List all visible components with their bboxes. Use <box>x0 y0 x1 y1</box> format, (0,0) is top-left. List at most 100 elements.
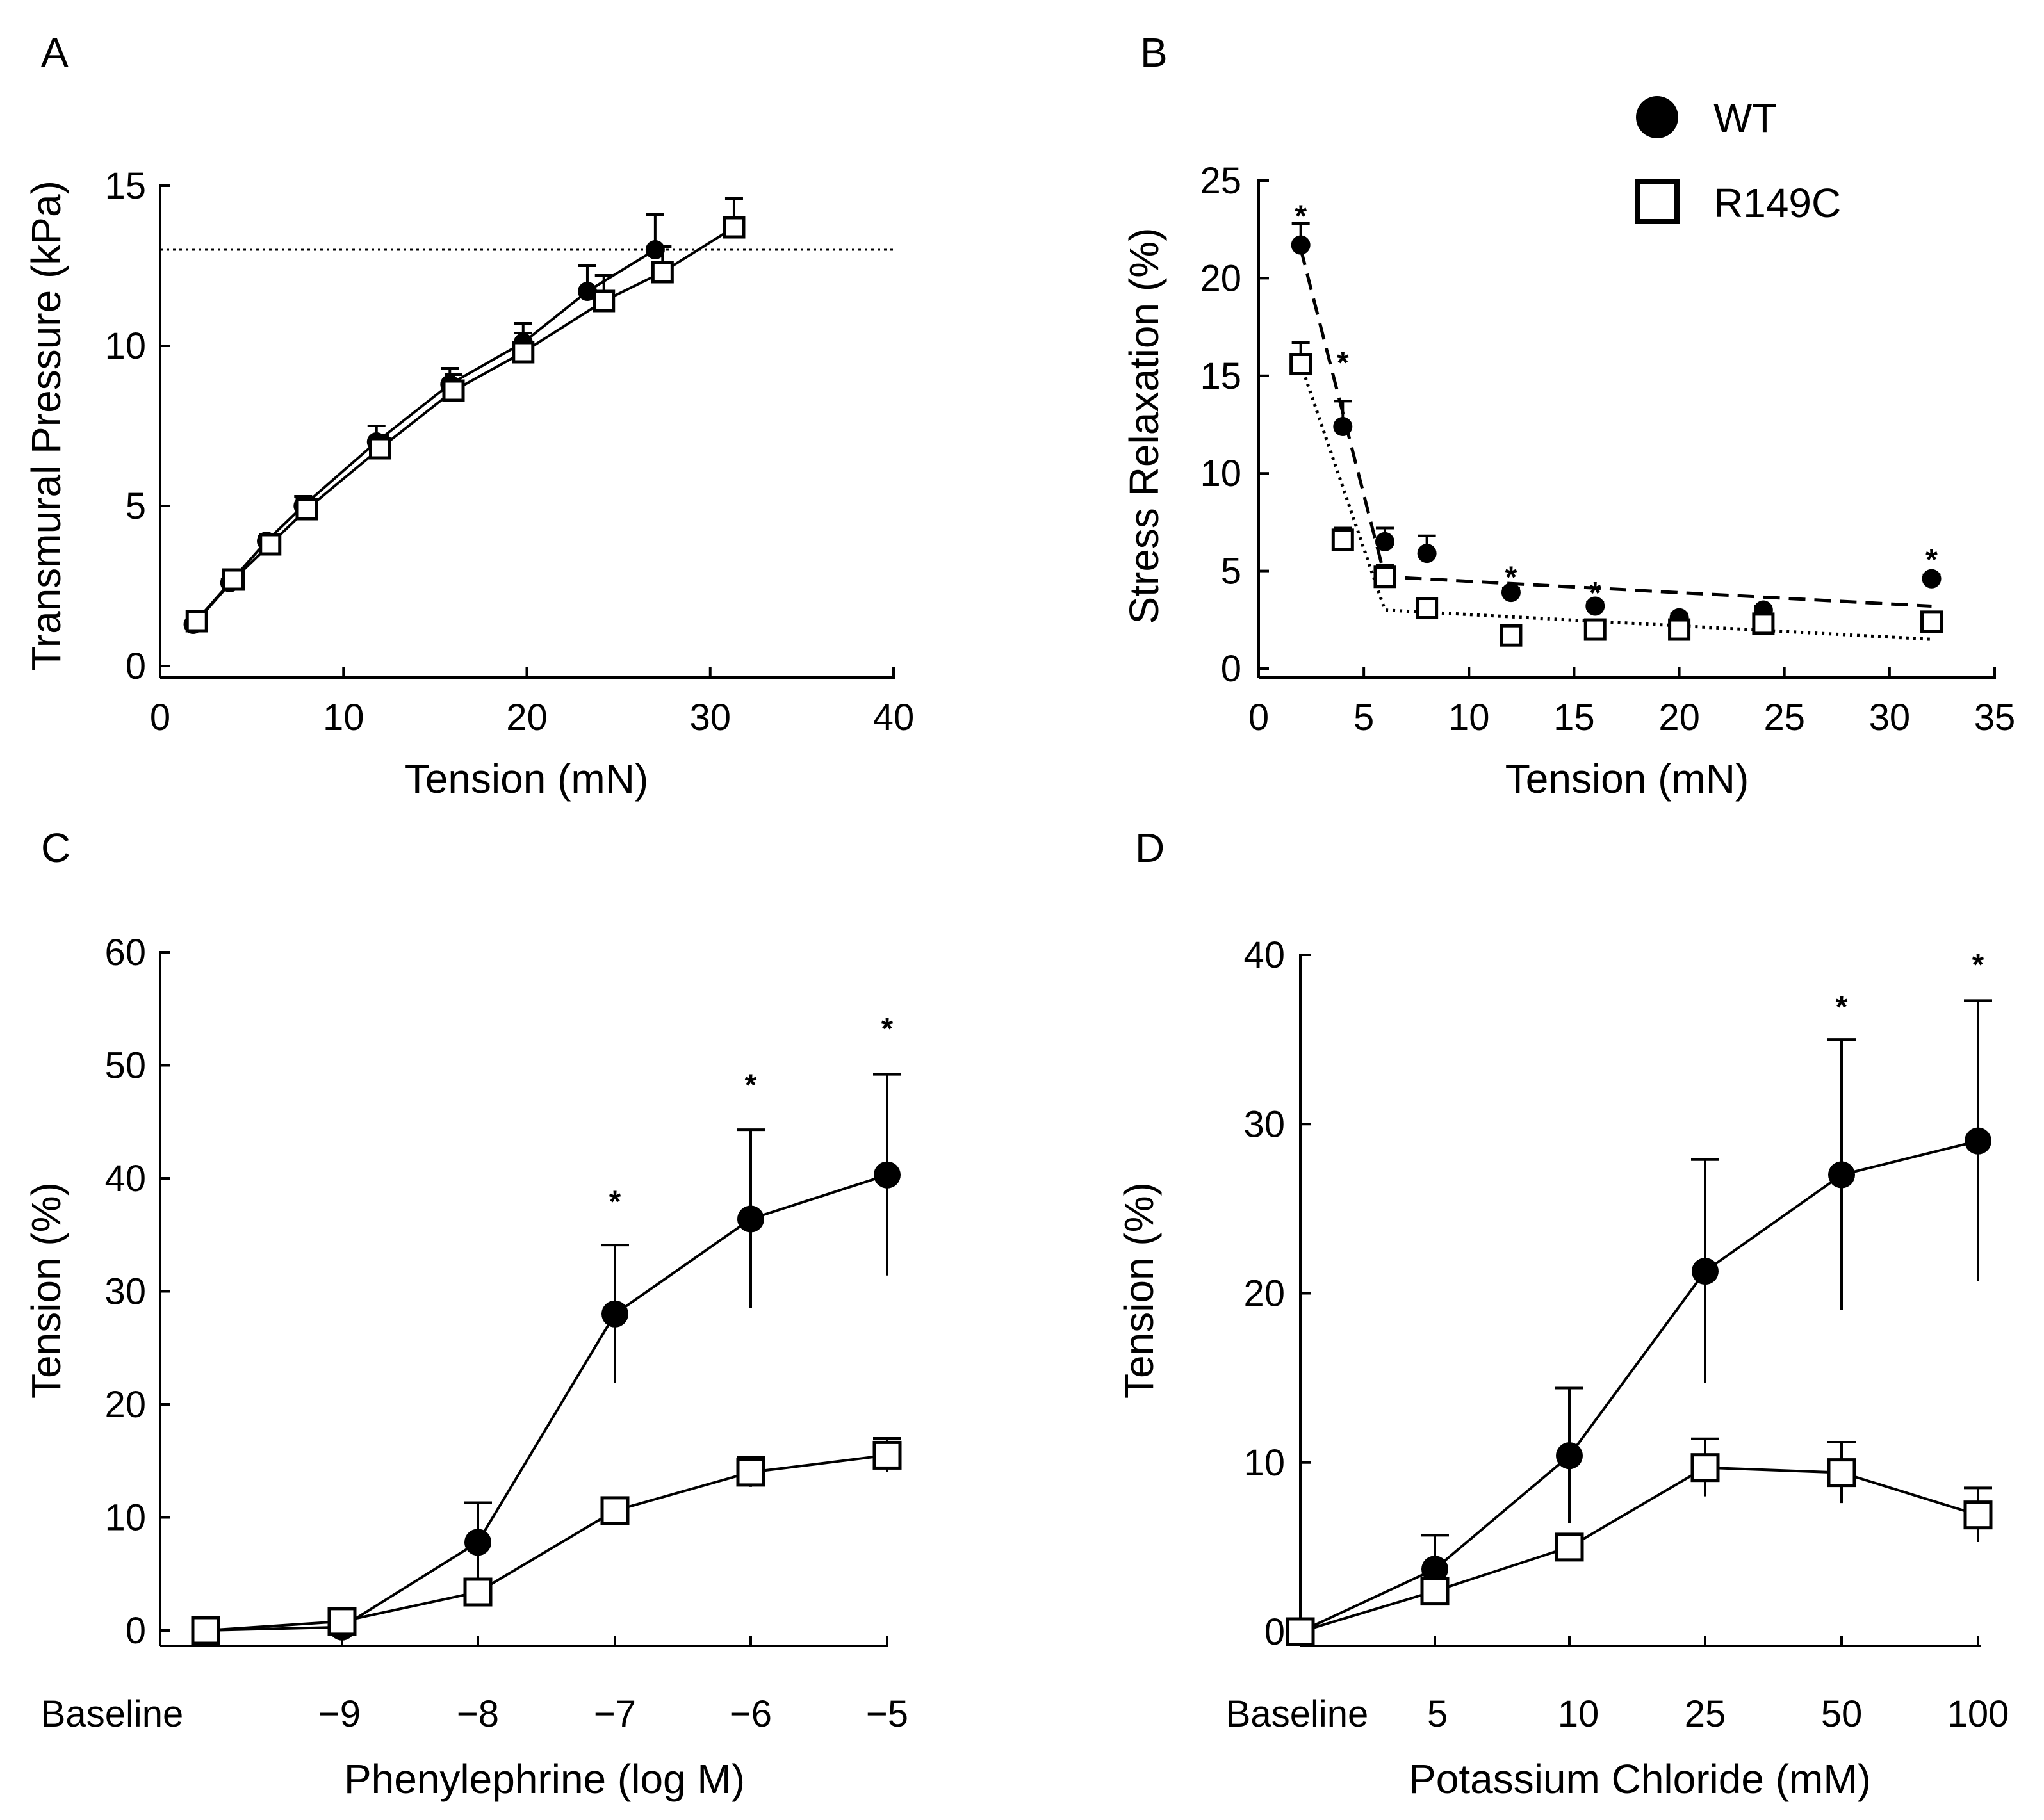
y-tick-label: 40 <box>104 1158 146 1199</box>
y-tick-label: 5 <box>126 485 146 527</box>
data-point-r149c <box>1668 618 1691 641</box>
data-point-r149c <box>1420 1577 1450 1606</box>
x-tick-label: 35 <box>1974 697 2016 738</box>
data-point-r149c <box>872 1440 902 1470</box>
x-axis-title: Phenylephrine (log M) <box>344 1756 745 1802</box>
x-tick-label: 30 <box>689 697 731 738</box>
y-tick-label: 25 <box>1200 160 1241 202</box>
data-point-r149c <box>1373 565 1396 589</box>
data-point-wt <box>1421 1556 1448 1583</box>
data-point-r149c <box>1289 353 1312 376</box>
x-tick-label: −9 <box>318 1693 361 1735</box>
data-point-wt <box>874 1161 901 1189</box>
data-point-r149c <box>1752 612 1775 635</box>
series-line-r149c <box>195 226 735 622</box>
x-tick-label: 20 <box>1658 697 1700 738</box>
data-point-wt <box>1585 596 1605 616</box>
y-tick-label: 0 <box>1221 648 1241 690</box>
fit-line-wt <box>1299 248 1932 608</box>
data-point-wt <box>1291 235 1311 255</box>
y-tick-label: 20 <box>104 1384 146 1426</box>
x-axis-title: Tension (mN) <box>1505 756 1749 802</box>
significance-marker: * <box>1972 948 1984 982</box>
data-point-r149c <box>442 379 465 402</box>
y-tick-label: 20 <box>1200 257 1241 299</box>
series-line-r149c <box>205 1454 888 1632</box>
y-tick-label: 50 <box>104 1045 146 1087</box>
legend-wt-label: WT <box>1713 95 1778 141</box>
data-point-wt <box>464 1529 491 1556</box>
x-tick-label: 0 <box>1248 697 1269 738</box>
series-line-r149c <box>1300 1466 1979 1633</box>
panel-letter-d: D <box>1135 825 1165 871</box>
y-tick-label: 40 <box>1243 934 1285 976</box>
data-point-wt <box>1501 583 1521 603</box>
series-line-wt <box>205 1173 888 1632</box>
data-point-r149c <box>512 341 535 364</box>
data-point-r149c <box>600 1496 630 1525</box>
x-tick-label: 40 <box>873 697 915 738</box>
panel-b-chart: 0 5 10 15 20 25 0 5 10 15 20 25 30 35 Tension (mN) Stre… <box>1121 160 2015 802</box>
legend-wt-marker <box>1636 96 1678 138</box>
x-tick-label: 5 <box>1353 697 1374 738</box>
x-tick-label: 5 <box>1427 1693 1448 1735</box>
data-point-r149c <box>1555 1532 1584 1562</box>
x-tick-label: −6 <box>730 1693 772 1735</box>
legend: WT R149C <box>1635 95 1841 226</box>
panel-letter-a: A <box>41 29 69 76</box>
y-tick-label: 5 <box>1221 551 1241 592</box>
data-point-r149c <box>1920 610 1943 633</box>
significance-marker: * <box>1337 346 1349 380</box>
significance-marker: * <box>881 1012 894 1046</box>
data-point-wt <box>1922 569 1942 589</box>
data-point-wt <box>577 282 597 301</box>
x-tick-label: 30 <box>1869 697 1911 738</box>
significance-marker: * <box>1295 200 1307 234</box>
data-point-r149c <box>1416 597 1439 620</box>
x-axis-title: Potassium Chloride (mM) <box>1409 1756 1871 1802</box>
x-tick-label: 100 <box>1947 1693 2009 1735</box>
x-tick-label: 25 <box>1763 697 1805 738</box>
y-tick-label: 0 <box>1264 1611 1285 1653</box>
y-tick-label: 10 <box>104 325 146 367</box>
x-tick-label: Baseline <box>41 1693 183 1735</box>
y-tick-label: 60 <box>104 932 146 973</box>
x-tick-label: −7 <box>594 1693 636 1735</box>
x-tick-label: 10 <box>323 697 364 738</box>
panel-d-chart: 0 10 20 30 40 Baseline 5 10 25 50 100 Potassium Chl… <box>1116 934 2009 1802</box>
x-tick-label: 15 <box>1553 697 1595 738</box>
significance-marker: * <box>1589 576 1601 610</box>
data-point-wt <box>645 240 665 259</box>
y-axis-title: Tension (%) <box>1116 1182 1162 1399</box>
data-point-wt <box>1333 417 1353 437</box>
x-tick-label: 10 <box>1558 1693 1599 1735</box>
x-tick-label: 50 <box>1821 1693 1863 1735</box>
data-point-r149c <box>185 610 208 633</box>
data-point-r149c <box>1500 624 1523 647</box>
significance-marker: * <box>745 1069 757 1103</box>
data-point-wt <box>1692 1258 1719 1285</box>
panel-letter-b: B <box>1140 29 1168 76</box>
x-tick-label: 25 <box>1685 1693 1726 1735</box>
panel-a-chart: 0 5 10 15 0 10 20 30 40 Tension (mN) Transmural Pr… <box>23 165 914 802</box>
significance-marker: * <box>1505 561 1517 595</box>
panel-c-chart: 0 10 20 30 40 50 60 Baseline −9 −8 −7 −6 −5 Phenyleph… <box>23 932 908 1802</box>
y-tick-label: 10 <box>104 1497 146 1539</box>
y-tick-label: 10 <box>1243 1442 1285 1484</box>
data-point-wt <box>1828 1161 1855 1189</box>
x-tick-label: −5 <box>866 1693 908 1735</box>
data-point-r149c <box>222 568 245 591</box>
legend-r149c-label: R149C <box>1713 180 1841 226</box>
data-point-wt <box>1417 544 1437 564</box>
y-tick-label: 30 <box>1243 1103 1285 1145</box>
panel-letter-c: C <box>41 825 70 871</box>
y-tick-label: 30 <box>104 1271 146 1313</box>
x-tick-label: 20 <box>506 697 548 738</box>
data-point-r149c <box>295 498 318 521</box>
data-point-wt <box>1375 532 1394 551</box>
x-tick-label: −8 <box>457 1693 499 1735</box>
series-line-wt <box>192 248 656 626</box>
y-axis-title: Transmural Pressure (kPa) <box>23 181 69 671</box>
data-point-r149c <box>723 216 746 239</box>
